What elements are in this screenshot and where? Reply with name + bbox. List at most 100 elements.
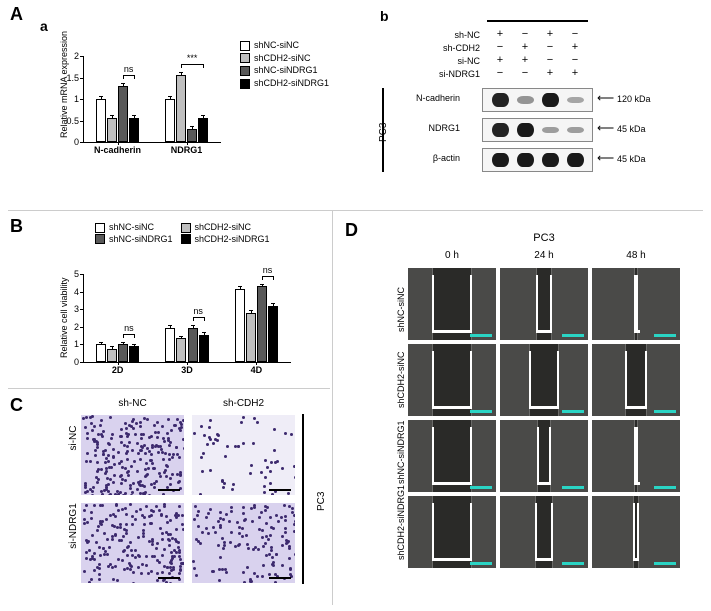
- legend-item: shCDH2-siNDRG1: [240, 78, 329, 89]
- bar: [188, 328, 198, 362]
- wh-image: [408, 344, 496, 416]
- wh-image: [408, 496, 496, 568]
- plus-minus: +: [543, 28, 557, 40]
- wh-image: [500, 344, 588, 416]
- tw-image: [80, 414, 185, 496]
- condition-label: sh-NC: [400, 30, 480, 40]
- band: [492, 153, 509, 167]
- scale-bar: [158, 577, 180, 579]
- bar: [187, 129, 197, 142]
- divider-h-2: [8, 388, 330, 389]
- ytick: [80, 56, 83, 57]
- wh-image: [408, 420, 496, 492]
- wh-col-label: 0 h: [408, 250, 496, 261]
- plus-minus: +: [543, 67, 557, 79]
- bar: [96, 344, 106, 362]
- tw-image: [191, 414, 296, 496]
- scale-bar: [269, 489, 291, 491]
- x-axis: [83, 142, 221, 143]
- y-axis: [83, 274, 84, 362]
- error-cap: [132, 115, 136, 116]
- scale-bar: [269, 577, 291, 579]
- gap-bar: [434, 558, 470, 561]
- gap-bar: [537, 558, 551, 561]
- condition-label: si-NDRG1: [400, 69, 480, 79]
- scale-bar: [562, 486, 584, 489]
- chart-Aa: 0 0.5 1 1.5 2Relative mRNA expression N-…: [55, 30, 225, 160]
- tw-image: [191, 502, 296, 584]
- ytick: [80, 78, 83, 79]
- kda-label: 45 kDa: [617, 124, 646, 134]
- error-cap: [168, 325, 172, 326]
- error-cap: [271, 303, 275, 304]
- wh-col-label: 48 h: [592, 250, 680, 261]
- legend-Aa: shNC-siNCshCDH2-siNCshNC-siNDRG1shCDH2-s…: [240, 40, 329, 91]
- error-cap: [179, 72, 183, 73]
- kda-arrow: ⟵: [597, 121, 614, 135]
- x-label: 2D: [83, 365, 152, 375]
- scale-bar: [158, 489, 180, 491]
- plus-minus: +: [568, 67, 582, 79]
- legend-B: shNC-siNCshCDH2-siNCshNC-siNDRG1shCDH2-s…: [95, 222, 278, 245]
- wh-image: [500, 420, 588, 492]
- legend-item: shNC-siNDRG1: [240, 65, 329, 76]
- bar: [118, 86, 128, 142]
- wh-row-label: shCDH2-siNC: [396, 351, 406, 408]
- wound-heal-grid: PC30 h24 h48 hshNC-siNCshCDH2-siNCshNC-s…: [380, 238, 700, 603]
- ytick: [80, 121, 83, 122]
- pc3-label: PC3: [316, 492, 327, 511]
- wh-row-label: shCDH2-siNDRG1: [396, 485, 406, 560]
- panel-A-label: A: [10, 4, 23, 25]
- error-cap: [249, 310, 253, 311]
- bar: [268, 306, 278, 362]
- error-cap: [121, 342, 125, 343]
- plus-minus: −: [493, 41, 507, 53]
- ytick: [80, 99, 83, 100]
- plus-minus: +: [568, 41, 582, 53]
- plus-minus: −: [568, 28, 582, 40]
- bar: [235, 289, 245, 362]
- bar: [107, 349, 117, 362]
- wh-image: [592, 344, 680, 416]
- scale-bar: [470, 334, 492, 337]
- bar: [199, 335, 209, 362]
- band: [517, 96, 534, 103]
- gap-bar: [636, 482, 640, 485]
- wh-image: [592, 496, 680, 568]
- y-title: Relative cell viability: [59, 277, 69, 358]
- ytick: [80, 309, 83, 310]
- bar: [129, 346, 139, 362]
- xtick: [256, 362, 257, 365]
- bar: [246, 313, 256, 362]
- blot-row-label: NDRG1: [400, 123, 460, 133]
- tw-row-label: si-NC: [68, 397, 79, 479]
- x-label: N-cadherin: [83, 145, 152, 155]
- scale-bar: [562, 410, 584, 413]
- gap-bar: [434, 330, 470, 333]
- error-cap: [110, 115, 114, 116]
- gap-bar: [531, 406, 558, 409]
- error-cap: [132, 344, 136, 345]
- scale-bar: [654, 486, 676, 489]
- gap-bar: [635, 558, 639, 561]
- error-cap: [168, 96, 172, 97]
- error-cap: [99, 342, 103, 343]
- bar: [165, 99, 175, 142]
- plus-minus: −: [518, 67, 532, 79]
- chart-B: 0 1 2 3 4 5Relative cell viability 2D 3D…: [55, 250, 295, 380]
- gap-bar: [434, 482, 470, 485]
- wh-col-label: 24 h: [500, 250, 588, 261]
- band: [492, 93, 509, 107]
- plus-minus: −: [543, 54, 557, 66]
- ytick: [80, 274, 83, 275]
- xtick: [187, 362, 188, 365]
- panel-A-sub-a: a: [40, 18, 48, 34]
- condition-label: si-NC: [400, 56, 480, 66]
- ytick: [80, 362, 83, 363]
- bar: [176, 338, 186, 362]
- bar: [107, 118, 117, 142]
- band: [567, 127, 584, 134]
- bar: [198, 118, 208, 142]
- divider-h-1: [8, 210, 703, 211]
- plus-minus: −: [518, 28, 532, 40]
